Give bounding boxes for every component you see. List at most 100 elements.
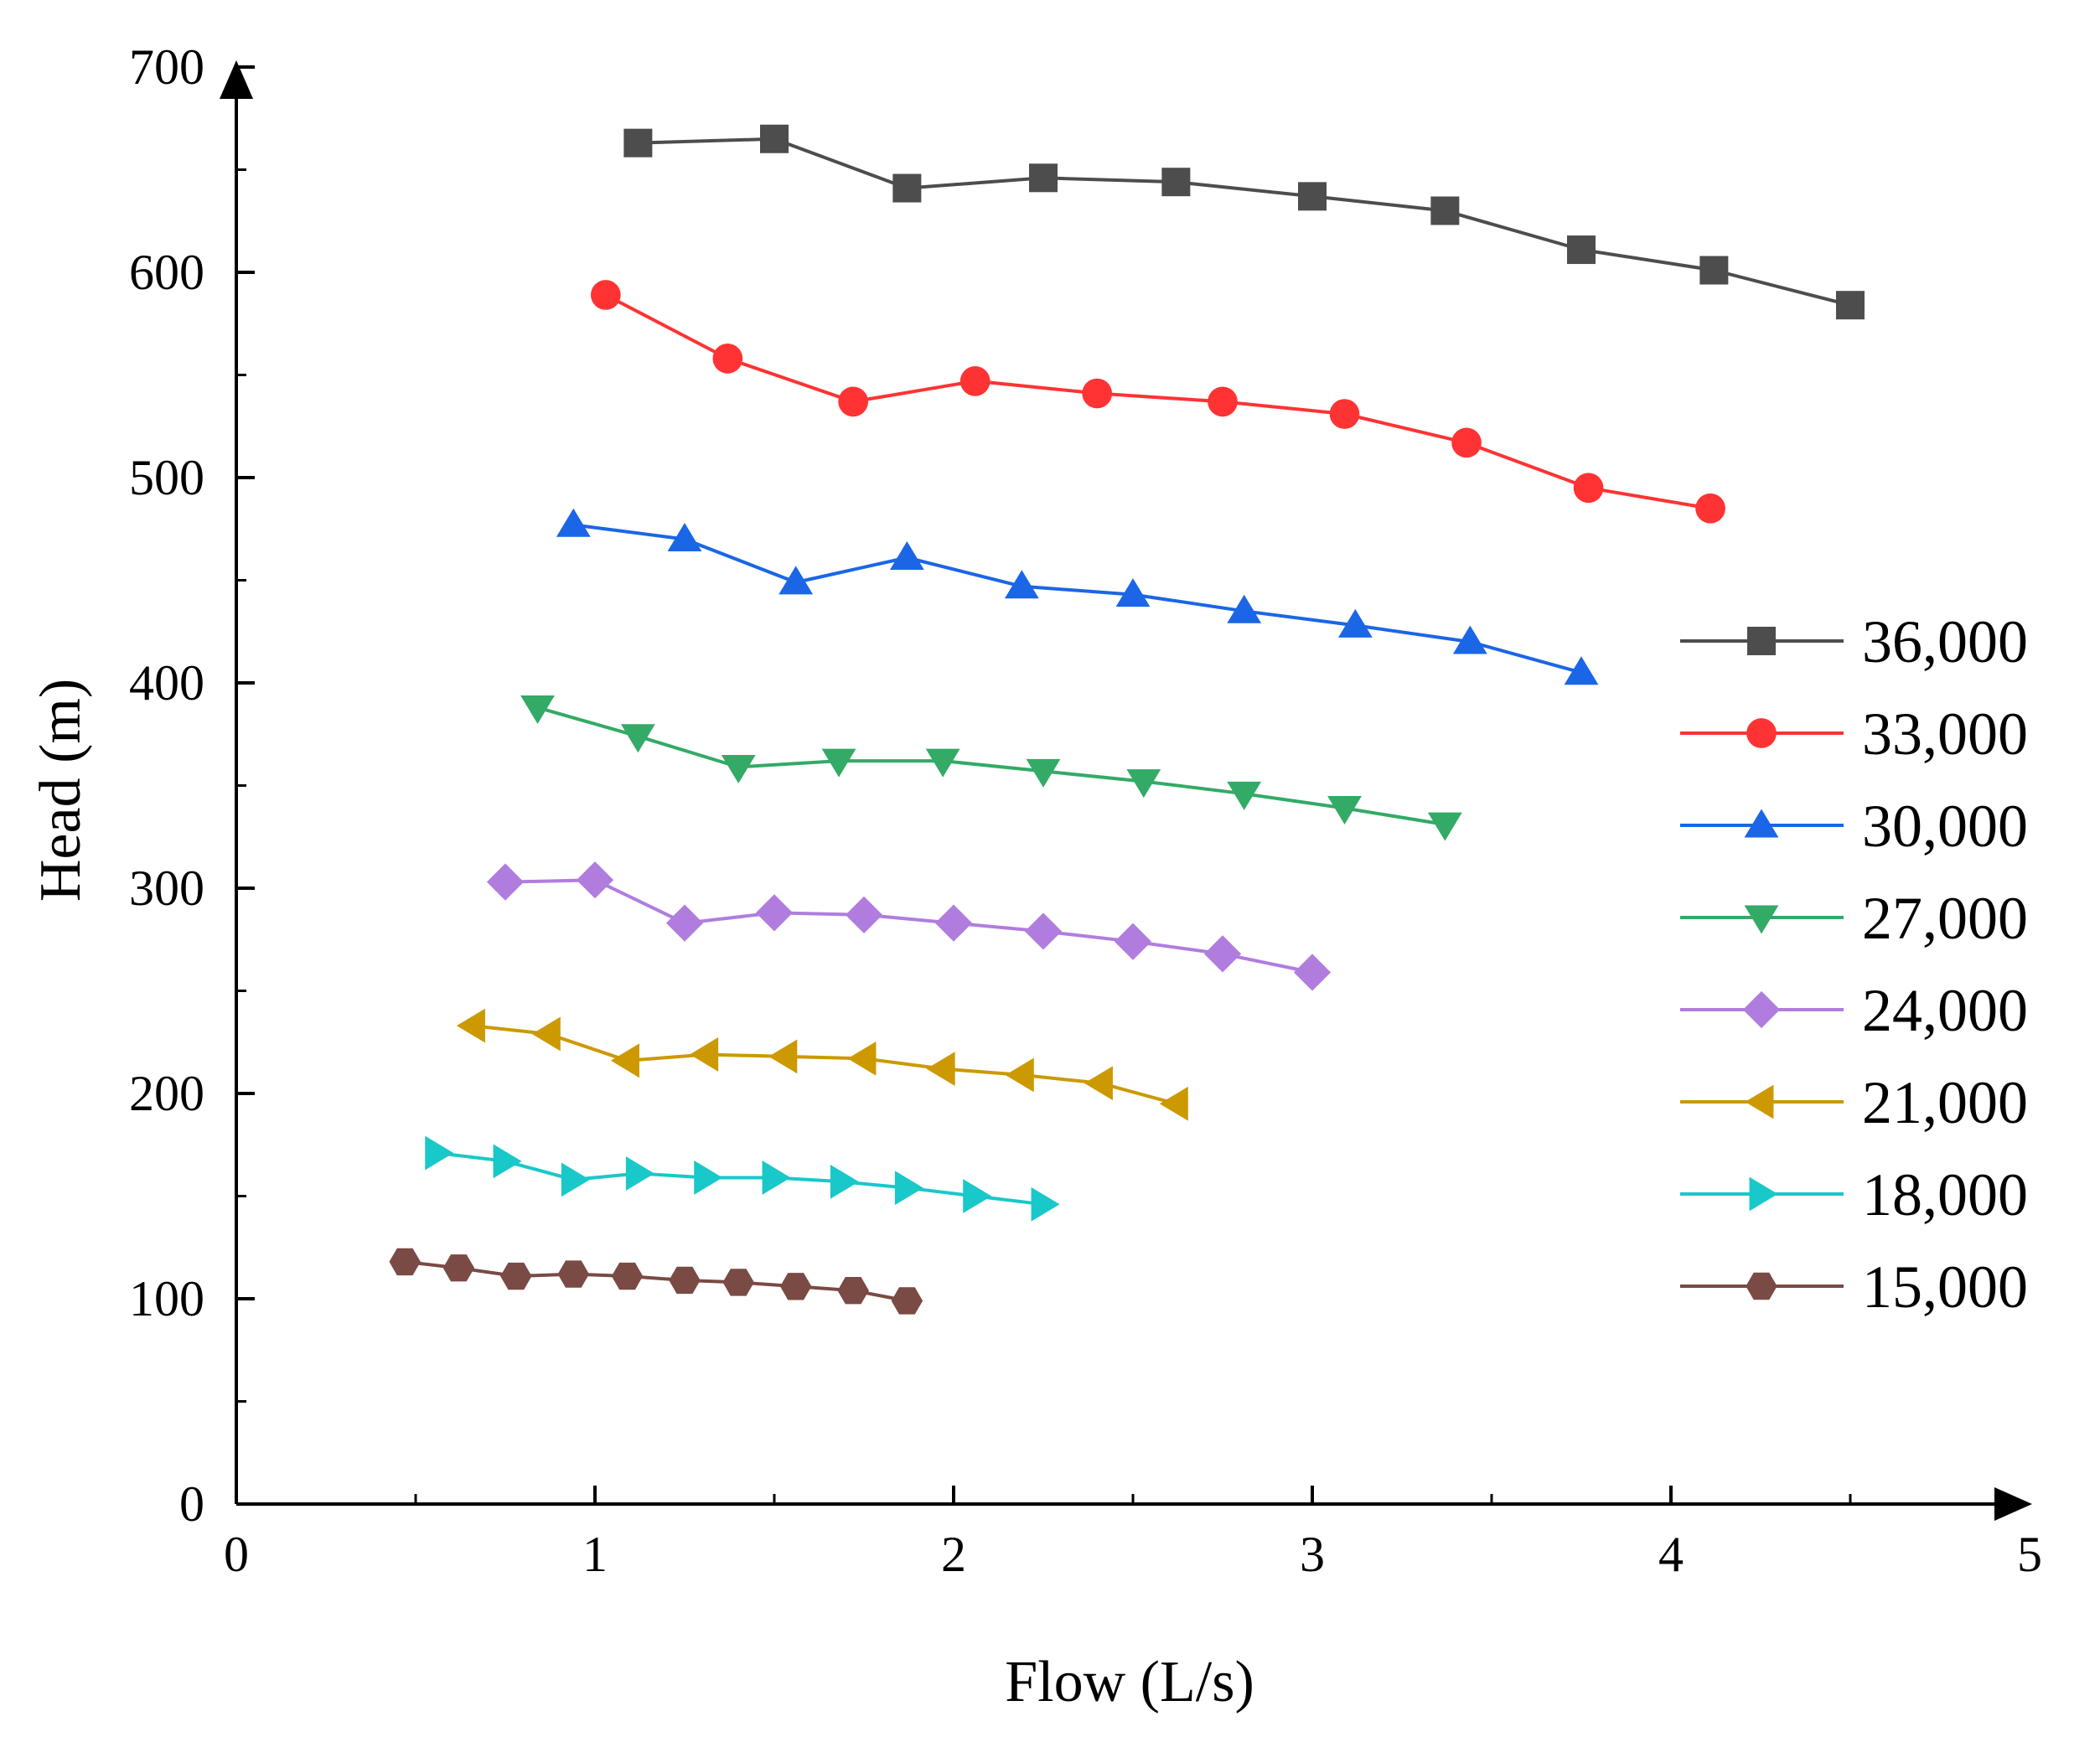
legend-label: 15,000 — [1862, 1254, 2028, 1321]
data-point — [425, 1135, 454, 1171]
ticks: 0 1 2 3 4 5 0 100 200 300 400 500 600 700 — [129, 39, 2042, 1582]
data-point — [1329, 399, 1360, 429]
data-point — [1026, 758, 1061, 788]
data-point — [1203, 935, 1242, 973]
x-tick-label: 3 — [1300, 1527, 1325, 1582]
data-point — [1024, 912, 1063, 950]
data-point — [722, 1269, 754, 1296]
data-point — [493, 1144, 522, 1179]
data-point — [847, 1041, 877, 1076]
series-33000 — [590, 280, 1725, 524]
data-point — [1031, 1186, 1060, 1222]
data-point — [1227, 594, 1262, 623]
data-point — [755, 894, 794, 932]
data-point — [1451, 427, 1482, 458]
data-point — [925, 748, 960, 778]
data-point — [1004, 570, 1039, 599]
y-tick-label: 700 — [129, 39, 204, 95]
legend-label: 21,000 — [1862, 1069, 2028, 1136]
data-point — [1327, 796, 1362, 824]
data-point — [768, 1039, 798, 1074]
data-point — [1293, 954, 1332, 991]
x-tick-label: 4 — [1658, 1527, 1684, 1582]
legend-item: 33,000 — [1680, 700, 2028, 768]
series-line — [504, 878, 1313, 974]
legend-item: 36,000 — [1680, 608, 2028, 675]
legend-marker — [1746, 1272, 1777, 1300]
data-point — [1208, 386, 1238, 417]
series-line — [473, 1024, 1177, 1106]
data-point — [845, 896, 883, 933]
x-tick-label: 5 — [2017, 1527, 2042, 1582]
data-point — [690, 1037, 719, 1072]
series-line — [604, 293, 1711, 510]
legend-item: 24,000 — [1680, 977, 2028, 1044]
data-point — [669, 1266, 701, 1295]
y-tick-label: 100 — [129, 1271, 204, 1326]
y-axis-arrow — [220, 60, 253, 99]
series-line — [536, 706, 1446, 826]
data-point — [1573, 473, 1604, 504]
data-point — [889, 541, 924, 570]
y-tick-label: 200 — [129, 1066, 204, 1121]
data-point — [1699, 256, 1729, 285]
data-point — [557, 1260, 589, 1288]
data-point — [556, 508, 591, 537]
legend-label: 18,000 — [1862, 1161, 2028, 1228]
y-tick-label: 500 — [129, 450, 204, 505]
x-tick-label: 0 — [224, 1527, 249, 1582]
data-point — [625, 1156, 654, 1191]
data-point — [926, 1052, 955, 1086]
data-point — [1159, 1086, 1188, 1121]
data-point — [1029, 163, 1058, 193]
data-point — [442, 1254, 475, 1282]
data-point — [1564, 656, 1599, 685]
y-axis-title: Head (m) — [28, 679, 93, 902]
series-27000 — [520, 695, 1462, 841]
data-point — [1126, 769, 1161, 799]
data-point — [892, 173, 922, 203]
data-point — [1427, 812, 1462, 841]
legend-marker — [1746, 718, 1777, 748]
data-point — [721, 755, 756, 783]
series-line — [437, 1151, 1044, 1207]
data-point — [1084, 1066, 1113, 1101]
data-point — [1695, 493, 1725, 524]
data-point — [611, 1262, 644, 1290]
legend-marker — [1744, 905, 1779, 934]
series-line — [638, 137, 1851, 308]
series-18000 — [425, 1135, 1060, 1222]
data-point — [894, 1171, 923, 1206]
legend-label: 27,000 — [1862, 885, 2028, 952]
data-point — [1161, 168, 1191, 197]
legend-label: 24,000 — [1862, 977, 2028, 1044]
y-tick-label: 300 — [129, 861, 204, 916]
data-point — [963, 1179, 992, 1213]
data-point — [1005, 1057, 1034, 1093]
data-point — [837, 1277, 869, 1305]
data-point — [891, 1287, 923, 1315]
data-point — [1337, 608, 1373, 638]
data-point — [780, 1273, 812, 1300]
legend-marker — [1742, 990, 1781, 1029]
data-point — [667, 522, 702, 551]
legend-label: 30,000 — [1862, 793, 2028, 860]
legend-marker — [1747, 627, 1776, 655]
x-tick-label: 2 — [941, 1527, 966, 1582]
data-point — [610, 1043, 639, 1078]
x-axis-arrow — [1994, 1487, 2032, 1521]
data-point — [712, 344, 743, 374]
series-line — [404, 1259, 908, 1303]
data-point — [1115, 578, 1151, 607]
x-tick-label: 1 — [582, 1527, 608, 1582]
data-point — [821, 748, 856, 778]
x-axis-title: Flow (L/s) — [1005, 1650, 1254, 1714]
series-24000 — [486, 861, 1332, 991]
data-point — [531, 1016, 561, 1052]
data-point — [590, 280, 621, 310]
series-layer — [389, 124, 1865, 1315]
data-point — [934, 904, 973, 942]
series-36000 — [623, 124, 1865, 320]
data-point — [456, 1008, 485, 1043]
data-point — [1082, 378, 1113, 409]
